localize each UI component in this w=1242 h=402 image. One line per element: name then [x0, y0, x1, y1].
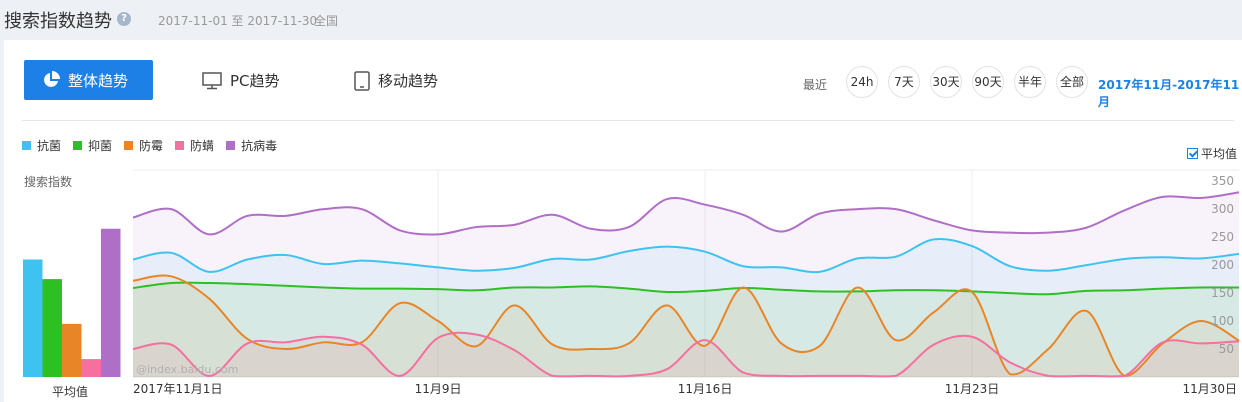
series-line [132, 237, 1240, 274]
region-text: 全国 [314, 14, 339, 28]
y-axis-title: 搜索指数 [24, 175, 73, 189]
tab-mobile-trend[interactable]: 移动趋势 [354, 70, 438, 91]
legend-item[interactable]: 抗菌 [22, 137, 61, 154]
legend-swatch [175, 141, 185, 150]
average-bars-label: 平均值 [52, 385, 89, 399]
legend-label: 抑菌 [88, 139, 113, 153]
legend-swatch [22, 141, 31, 150]
tab-label: 整体趋势 [68, 71, 129, 90]
x-tick-label: 11月9日 [415, 382, 462, 396]
legend-label: 抗病毒 [241, 139, 278, 153]
x-tick-label: 11月30日 [1182, 382, 1237, 396]
average-toggle-label: 平均值 [1201, 147, 1238, 161]
legend-item[interactable]: 防螨 [175, 137, 214, 154]
legend-label: 防霉 [139, 139, 164, 153]
period-option-90d[interactable]: 90天 [972, 66, 1004, 98]
page-title: 搜索指数趋势 [4, 11, 112, 32]
series-area [133, 275, 1239, 377]
y-tick-label: 250 [1211, 230, 1234, 244]
tab-overall-trend[interactable]: 整体趋势 [24, 60, 153, 100]
y-axis-ticks: 50 100 150 200 250 300 350 [1211, 174, 1234, 356]
tablet-icon [354, 70, 370, 91]
chart-areas [133, 192, 1239, 377]
divider [22, 120, 1234, 121]
watermark: @index.baidu.com [136, 363, 238, 376]
legend-swatch [124, 141, 134, 150]
legend-item[interactable]: 抑菌 [73, 137, 112, 154]
legend-item[interactable]: 抗病毒 [226, 137, 277, 154]
y-tick-label: 200 [1211, 258, 1234, 272]
x-tick-label: 11月23日 [945, 382, 1000, 396]
recent-label: 最近 [803, 78, 828, 92]
chart-legend: 抗菌 抑菌 防霉 防螨 抗病毒 [22, 137, 289, 154]
period-option-24h[interactable]: 24h [846, 66, 878, 98]
y-tick-label: 350 [1211, 174, 1234, 188]
series-area [133, 238, 1239, 377]
series-line [132, 281, 1240, 296]
average-bar [62, 323, 82, 377]
y-tick-label: 300 [1211, 202, 1234, 216]
average-bar [81, 359, 101, 377]
tab-label: PC趋势 [230, 72, 280, 90]
series-area [133, 332, 1239, 377]
tab-label: 移动趋势 [378, 72, 439, 90]
x-tick-label: 11月16日 [678, 382, 733, 396]
y-tick-label: 100 [1211, 314, 1234, 328]
average-bars [23, 228, 121, 377]
legend-label: 防螨 [190, 139, 215, 153]
trend-panel: 整体趋势 PC趋势 移动趋势 最近 24h 7天 30天 90天 半年 全部 2… [4, 40, 1242, 402]
pie-chart-icon [44, 71, 60, 87]
period-option-30d[interactable]: 30天 [930, 66, 962, 98]
tab-pc-trend[interactable]: PC趋势 [202, 70, 280, 91]
period-option-half-year[interactable]: 半年 [1014, 66, 1046, 98]
y-tick-label: 50 [1219, 342, 1234, 356]
x-axis-ticks: 2017年11月1日 11月9日 11月16日 11月23日 11月30日 [133, 382, 1237, 396]
chart-lines [132, 191, 1240, 378]
legend-swatch [226, 141, 236, 150]
y-tick-label: 150 [1211, 286, 1234, 300]
series-area [133, 282, 1239, 377]
average-bar [101, 228, 121, 377]
help-icon[interactable]: ? [117, 12, 131, 26]
legend-swatch [73, 141, 83, 150]
x-tick-label: 2017年11月1日 [133, 382, 222, 396]
period-option-7d[interactable]: 7天 [888, 66, 920, 98]
average-bar [42, 279, 62, 377]
series-line [132, 274, 1240, 377]
date-range-text: 2017-11-01 至 2017-11-30 [158, 14, 318, 28]
period-option-all[interactable]: 全部 [1056, 66, 1088, 98]
series-area [133, 192, 1239, 377]
custom-date-range[interactable]: 2017年11月-2017年11月 [1098, 78, 1240, 109]
average-toggle[interactable]: 平均值 [1187, 145, 1237, 162]
legend-label: 抗菌 [37, 139, 62, 153]
monitor-icon [202, 71, 222, 89]
checkbox-checked-icon [1187, 148, 1198, 159]
series-line [132, 331, 1240, 378]
legend-item[interactable]: 防霉 [124, 137, 163, 154]
page-header: 搜索指数趋势 ? 2017-11-01 至 2017-11-30 全国 [0, 0, 1242, 40]
series-line [132, 191, 1240, 236]
average-bar [23, 259, 43, 377]
